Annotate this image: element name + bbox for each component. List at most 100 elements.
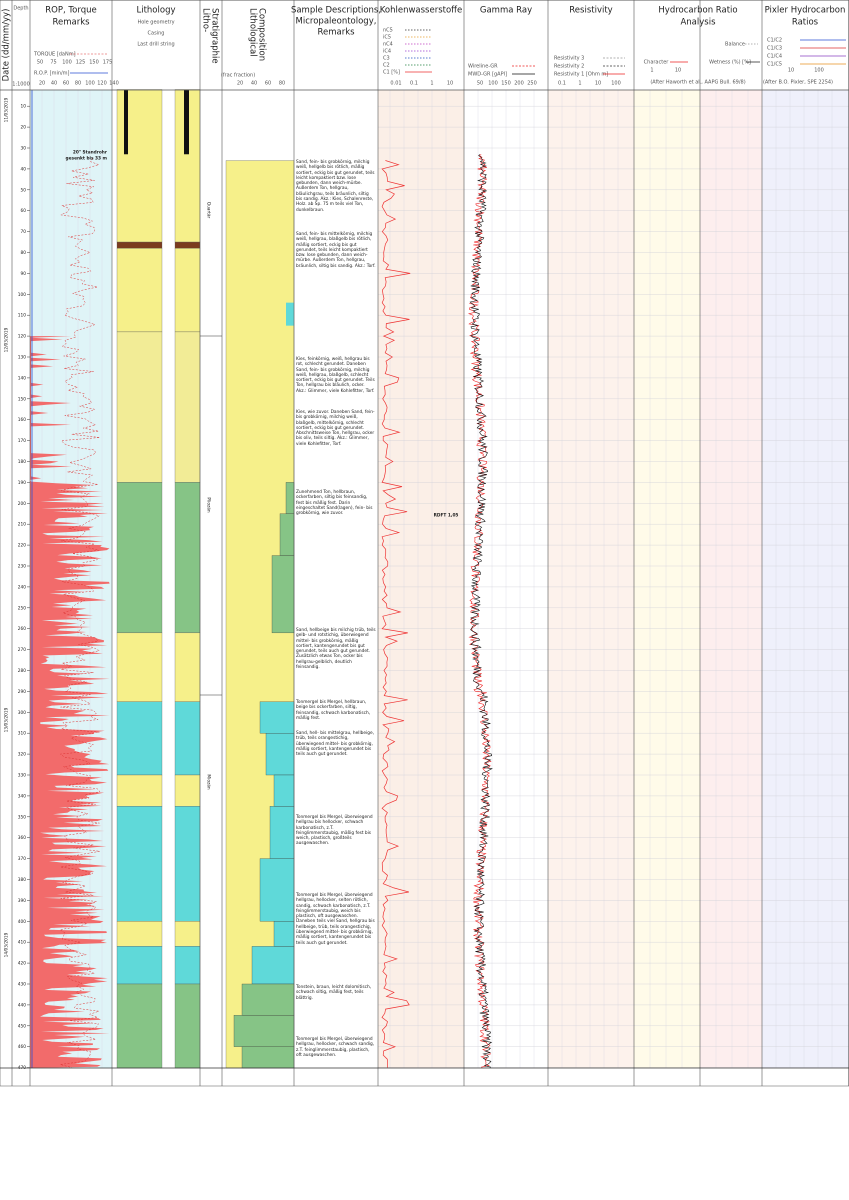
header-text: 100 [85, 81, 95, 87]
depth-label: 280 [18, 668, 26, 674]
header-text: iC4 [383, 49, 391, 55]
header-text: Remarks [52, 18, 90, 28]
lithology-interval [174, 774, 201, 807]
header-text: C1/C5 [767, 62, 782, 68]
depth-label: 40 [21, 166, 27, 172]
lithology-interval [174, 632, 201, 703]
header-text: 120 [97, 81, 107, 87]
lithology-interval [116, 983, 163, 1069]
header-text: Resistivity 2 [554, 64, 584, 70]
remark: RDFT 1,05 [434, 513, 459, 519]
sample-description: Kies, feinkörnig, weiß, hellgrau bis rot… [296, 357, 375, 394]
strat-label: Miozän [206, 774, 212, 789]
lithology-interval [174, 241, 201, 249]
column-bg [548, 90, 634, 1068]
header-text: 140 [109, 81, 119, 87]
sample-description: Tonmergel bis Mergel, überwiegend hellgr… [296, 815, 373, 847]
comp-header: Composition [257, 8, 267, 61]
header-text: 250 [527, 81, 537, 87]
sample-description: Tonmergel bis Mergel, überwiegend hellgr… [296, 1037, 375, 1058]
lithology-interval [116, 806, 163, 922]
header-text: Kohlenwasserstoffe [380, 6, 463, 16]
date-label: 13/03/2019 [4, 707, 10, 732]
depth-label: 430 [18, 982, 26, 988]
lithology-interval [116, 482, 163, 634]
header-text: 80 [279, 81, 285, 87]
header-text: 0.1 [558, 81, 566, 87]
remark: 20" Standrohr [73, 150, 108, 156]
sample-description: Tonmergel bis Mergel, hellbraun, beige b… [296, 700, 371, 721]
depth-label: 160 [18, 417, 26, 423]
header-text: 20 [237, 81, 243, 87]
lithology-interval [116, 632, 163, 703]
header-text: Balance [725, 42, 745, 48]
header-text: Depth [13, 6, 28, 12]
depth-label: 50 [21, 187, 27, 193]
comp-gravel [285, 482, 295, 514]
depth-label: 320 [18, 752, 26, 758]
depth-label: 20 [21, 125, 27, 131]
comp-clay [259, 858, 295, 922]
lithology-interval [116, 774, 163, 807]
header-text: Analysis [680, 18, 716, 28]
depth-label: 360 [18, 835, 26, 841]
depth-label: 70 [21, 229, 27, 235]
column-bg [12, 90, 30, 1068]
header-text: Ratios [792, 18, 819, 28]
header-text: 1 [578, 81, 581, 87]
sample-description: Kies, wie zuvor. Daneben Sand, fein- bis… [296, 410, 375, 447]
depth-label: 10 [21, 104, 27, 110]
lithology-interval [116, 89, 163, 243]
depth-label: 250 [18, 605, 26, 611]
date-label: 11/03/2019 [4, 97, 10, 122]
depth-label: 390 [18, 898, 26, 904]
comp-clay [241, 1046, 295, 1069]
header-text: ROP, Torque [45, 6, 96, 16]
comp-clay [273, 921, 295, 947]
header-text: 150 [501, 81, 511, 87]
date-label: 14/03/2019 [4, 932, 10, 957]
header-text: Casing [148, 31, 165, 37]
column-bg [378, 90, 464, 1068]
lithology-interval [116, 921, 163, 947]
header-text: 200 [514, 81, 524, 87]
column-bg [294, 90, 378, 1068]
header-text: 150 [89, 60, 99, 66]
torque-curve [59, 158, 101, 1068]
header-text: 100 [814, 68, 824, 74]
header-text: Resistivity [569, 6, 612, 16]
header-text: Wireline-GR [468, 64, 498, 70]
lithology-interval [174, 983, 201, 1069]
header-text: R.O.P. [min/m] [34, 71, 70, 77]
depth-label: 180 [18, 459, 26, 465]
header-text: 10 [595, 81, 601, 87]
header-text: C1/C4 [767, 54, 782, 60]
comp-clay [269, 806, 295, 859]
header-text: 60 [265, 81, 271, 87]
comp-clay [273, 774, 295, 807]
header-text: (After Haworth et al., AAPG Bull. 69/8) [650, 80, 745, 86]
header-text: MWD-GR [gAPI] [468, 72, 507, 78]
header-text: Resistivity 3 [554, 56, 584, 62]
header-text: Hydrocarbon Ratio [658, 6, 737, 16]
sample-description: Sand, fein- bis grobkörnig, milchig weiß… [296, 160, 375, 213]
depth-label: 300 [18, 710, 26, 716]
header-text: 0.1 [410, 81, 418, 87]
depth-label: 350 [18, 814, 26, 820]
sample-description: Sand, hellbeige bis milchig trüb, teils … [296, 628, 376, 671]
depth-label: 60 [21, 208, 27, 214]
header-text: 1 [650, 68, 653, 74]
depth-label: 140 [18, 375, 26, 381]
header-text: C1 [%] [383, 70, 400, 76]
strat-label: Quartär [206, 202, 212, 219]
comp-clay [259, 701, 295, 734]
gamma-curve [467, 154, 492, 1068]
depth-label: 150 [18, 396, 26, 402]
header-text: 80 [75, 81, 81, 87]
header-text: nC4 [383, 42, 393, 48]
column-bg [634, 90, 700, 1068]
header-text: 125 [76, 60, 86, 66]
casing [184, 90, 189, 155]
